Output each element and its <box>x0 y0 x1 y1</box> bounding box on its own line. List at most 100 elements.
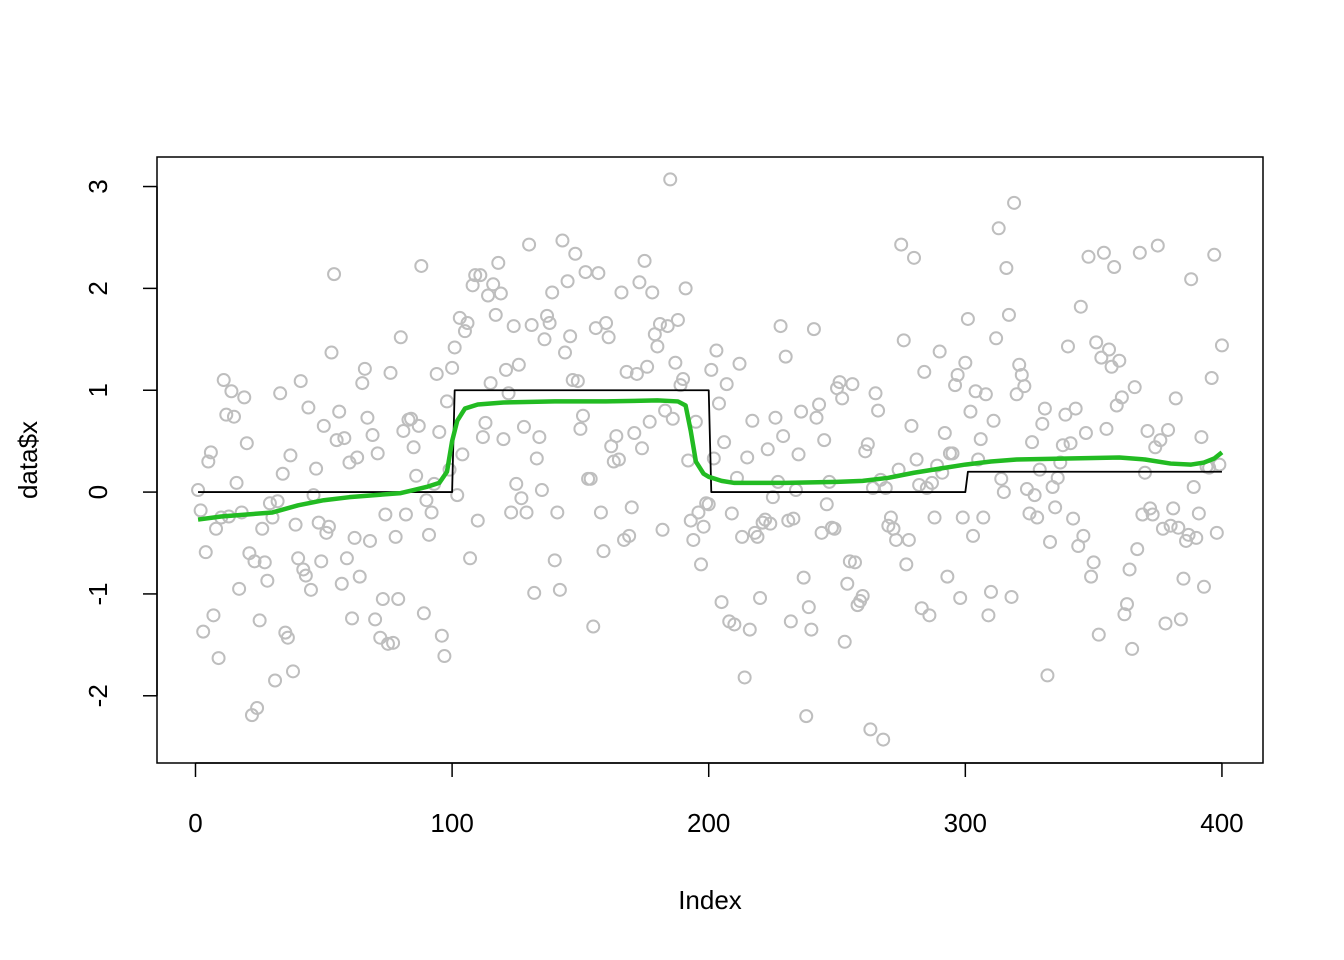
data-point <box>432 424 447 439</box>
data-point <box>966 528 981 543</box>
data-point <box>422 527 437 542</box>
data-point <box>439 394 454 409</box>
data-point <box>391 592 406 607</box>
data-point <box>760 442 775 457</box>
data-point <box>827 521 842 536</box>
data-point <box>750 529 765 544</box>
data-point <box>555 233 570 248</box>
data-point <box>1112 353 1127 368</box>
data-point <box>411 418 426 433</box>
data-point <box>909 452 924 467</box>
data-point <box>663 172 678 187</box>
data-point <box>1094 350 1109 365</box>
data-point <box>676 372 691 387</box>
data-point <box>989 331 1004 346</box>
data-point <box>257 555 272 570</box>
data-point <box>545 285 560 300</box>
data-point <box>1107 259 1122 274</box>
data-point <box>1163 518 1178 533</box>
data-point <box>301 400 316 415</box>
data-point <box>817 433 832 448</box>
data-point <box>706 451 721 466</box>
data-point <box>796 570 811 585</box>
data-point <box>493 286 508 301</box>
data-point <box>191 483 206 498</box>
data-point <box>1150 238 1165 253</box>
data-point <box>912 477 927 492</box>
data-point <box>534 483 549 498</box>
data-point <box>948 378 963 393</box>
data-point <box>360 410 375 425</box>
data-point <box>658 403 673 418</box>
data-point <box>1209 525 1224 540</box>
data-point <box>601 330 616 345</box>
data-point <box>542 316 557 331</box>
data-point <box>1040 668 1055 683</box>
data-point <box>1091 627 1106 642</box>
data-point <box>457 324 472 339</box>
data-point <box>1060 339 1075 354</box>
data-point <box>745 413 760 428</box>
data-point <box>765 490 780 505</box>
data-point <box>776 429 791 444</box>
data-point <box>804 622 819 637</box>
data-point <box>799 709 814 724</box>
data-point <box>1168 391 1183 406</box>
data-point <box>889 532 904 547</box>
data-point <box>847 555 862 570</box>
data-point <box>504 505 519 520</box>
data-point <box>1173 612 1188 627</box>
data-point <box>465 278 480 293</box>
data-point <box>709 343 724 358</box>
data-point <box>840 576 855 591</box>
data-point <box>1068 401 1083 416</box>
data-point <box>419 493 434 508</box>
data-point <box>1102 342 1117 357</box>
data-point <box>845 377 860 392</box>
data-point <box>732 356 747 371</box>
data-point <box>375 592 390 607</box>
data-point <box>288 517 303 532</box>
y-tick-label: 1 <box>83 383 113 397</box>
data-point <box>1043 534 1058 549</box>
data-point <box>1153 433 1168 448</box>
data-point <box>350 450 365 465</box>
data-point <box>491 255 506 270</box>
data-point <box>511 357 526 372</box>
data-point <box>717 435 732 450</box>
data-point <box>429 366 444 381</box>
data-point <box>540 308 555 323</box>
x-axis-label: Index <box>678 885 742 915</box>
data-point <box>963 404 978 419</box>
data-point <box>550 505 565 520</box>
data-point <box>883 510 898 525</box>
data-point <box>1119 597 1134 612</box>
data-point <box>558 345 573 360</box>
data-point <box>937 426 952 441</box>
data-point <box>1001 307 1016 322</box>
data-point <box>694 557 709 572</box>
data-point <box>303 582 318 597</box>
data-point <box>953 591 968 606</box>
data-point <box>226 409 241 424</box>
data-point <box>229 475 244 490</box>
y-tick-label: -2 <box>83 684 113 707</box>
data-point <box>794 404 809 419</box>
data-point <box>660 319 675 334</box>
data-point <box>1050 470 1065 485</box>
data-point <box>1196 579 1211 594</box>
data-point <box>696 519 711 534</box>
x-tick-label: 0 <box>188 808 202 838</box>
data-point <box>370 446 385 461</box>
data-point <box>1025 435 1040 450</box>
data-point <box>1004 589 1019 604</box>
data-point <box>1214 338 1229 353</box>
data-point <box>742 622 757 637</box>
data-point <box>352 569 367 584</box>
data-point <box>447 340 462 355</box>
data-point <box>917 364 932 379</box>
data-point <box>455 447 470 462</box>
data-point <box>1158 616 1173 631</box>
data-point <box>1117 607 1132 622</box>
data-point <box>863 722 878 737</box>
